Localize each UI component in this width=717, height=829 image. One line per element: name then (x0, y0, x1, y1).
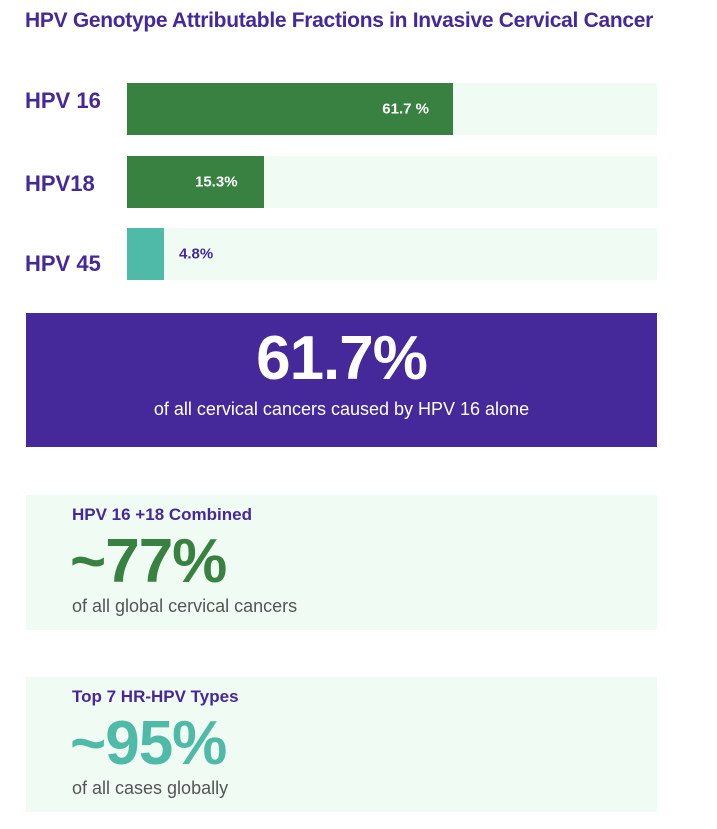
bar-fill-hpv16: 61.7 % (127, 83, 453, 135)
bar-value-hpv18: 15.3% (195, 173, 238, 191)
combined-stat-card: HPV 16 +18 Combined ~77% of all global c… (26, 495, 657, 630)
hero-caption: of all cervical cancers caused by HPV 16… (153, 399, 530, 419)
card-caption: of all cases globally (72, 778, 229, 798)
card-caption: of all global cervical cancers (72, 596, 298, 616)
bar-label-hpv18: HPV18 (25, 171, 95, 196)
bar-track-hpv18: 15.3% (127, 156, 657, 208)
card-value: ~95% (70, 709, 227, 778)
top7-stat-card: Top 7 HR-HPV Types ~95% of all cases glo… (26, 677, 657, 812)
bar-fill-hpv45 (127, 228, 164, 280)
bar-value-hpv16: 61.7 % (382, 100, 429, 118)
bar-track-hpv16: 61.7 % (127, 83, 657, 135)
card-value: ~77% (70, 527, 227, 596)
bar-value-hpv45: 4.8% (179, 245, 214, 263)
bar-fill-hpv18: 15.3% (127, 156, 264, 208)
card-title: Top 7 HR-HPV Types (72, 687, 239, 706)
card-title: HPV 16 +18 Combined (72, 505, 252, 524)
bar-label-hpv16: HPV 16 (25, 88, 101, 113)
bar-label-hpv45: HPV 45 (25, 251, 101, 276)
hero-value: 61.7% (256, 324, 428, 393)
chart-title: HPV Genotype Attributable Fractions in I… (25, 9, 654, 32)
hpv16-highlight-box: 61.7% of all cervical cancers caused by … (26, 313, 657, 447)
bar-track-hpv45: 4.8% (127, 228, 657, 280)
